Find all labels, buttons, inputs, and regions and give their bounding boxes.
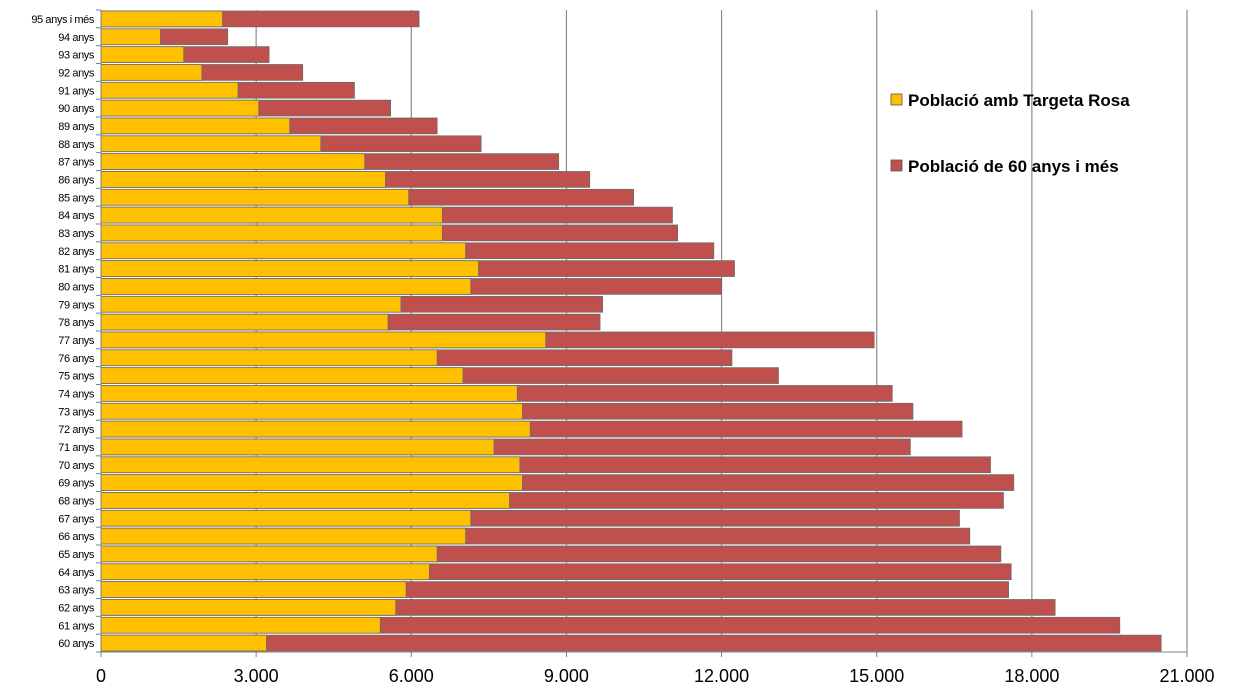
bar-rosa	[100, 206, 443, 224]
bar-rosa	[100, 581, 407, 598]
bar-rosa	[100, 474, 523, 491]
bar-rosa	[100, 64, 203, 81]
y-tick-label: 75 anys	[58, 371, 95, 383]
y-tick-label: 88 anys	[58, 139, 95, 151]
bar-rosa	[100, 81, 239, 99]
bar-rosa	[100, 295, 402, 313]
bar-rosa	[100, 313, 389, 331]
y-tick-label: 76 anys	[58, 353, 95, 365]
bar-rosa	[100, 135, 322, 153]
y-tick-label: 60 anys	[58, 638, 95, 650]
y-tick-label: 84 anys	[58, 210, 95, 222]
y-tick-label: 69 anys	[58, 478, 95, 490]
bar-rosa	[100, 46, 185, 63]
y-tick-label: 81 anys	[58, 264, 95, 276]
x-tick-labels: 0 3.000 6.000 9.000 12.000 15.000 18.000 21.000	[96, 666, 1215, 686]
x-tick-label: 0	[96, 666, 106, 686]
y-tick-label: 68 anys	[58, 495, 95, 507]
axes	[96, 9, 1188, 657]
y-tick-label: 65 anys	[58, 549, 95, 561]
x-tick-label: 9.000	[544, 666, 589, 686]
y-tick-label: 78 anys	[58, 317, 95, 329]
y-tick-label: 64 anys	[58, 567, 95, 579]
y-tick-label: 61 anys	[58, 620, 95, 632]
bar-rosa	[100, 171, 386, 188]
y-tick-label: 72 anys	[58, 424, 95, 436]
y-tick-label: 82 anys	[58, 246, 95, 258]
legend-label-rosa: Població amb Targeta Rosa	[908, 91, 1130, 110]
x-tick-label: 21.000	[1159, 666, 1214, 686]
y-tick-label: 85 anys	[58, 192, 95, 204]
y-tick-label: 91 anys	[58, 85, 95, 97]
y-tick-label: 71 anys	[58, 442, 95, 454]
y-tick-label: 94 anys	[58, 32, 95, 44]
y-tick-label: 70 anys	[58, 460, 95, 472]
bar-rosa	[100, 438, 495, 456]
legend: Població amb Targeta Rosa Població de 60…	[890, 91, 1130, 176]
gridlines	[255, 10, 1188, 652]
x-tick-label: 3.000	[234, 666, 279, 686]
bar-rosa	[100, 545, 438, 563]
y-tick-labels: 60 anys 61 anys 62 anys 63 anys 64 anys 65 an…	[31, 14, 95, 650]
y-tick-label: 62 anys	[58, 602, 95, 614]
bar-rosa	[100, 456, 521, 474]
y-tick-label: 89 anys	[58, 121, 95, 133]
bar-rosa	[100, 28, 161, 46]
y-tick-label: 80 anys	[58, 281, 95, 293]
y-tick-label: 90 anys	[58, 103, 95, 115]
bar-rosa	[100, 10, 223, 28]
x-tick-label: 12.000	[694, 666, 749, 686]
y-tick-label: 83 anys	[58, 228, 95, 240]
bar-rosa	[100, 402, 523, 420]
bar-rosa	[100, 331, 547, 349]
y-tick-label: 79 anys	[58, 299, 95, 311]
x-tick-label: 15.000	[849, 666, 904, 686]
y-tick-label: 93 anys	[58, 50, 95, 62]
legend-label-total: Població de 60 anys i més	[908, 157, 1119, 176]
bar-rosa	[100, 260, 479, 277]
bar-rosa	[100, 385, 518, 402]
bar-rosa	[100, 616, 381, 634]
bar-rosa	[100, 420, 531, 438]
bar-rosa	[100, 634, 267, 652]
legend-swatch-rosa	[890, 93, 903, 106]
bar-rosa	[100, 599, 397, 616]
y-tick-label: 95 anys i més	[31, 14, 95, 26]
bar-rosa	[100, 527, 466, 545]
x-tick-label: 18.000	[1004, 666, 1059, 686]
bar-rosa	[100, 188, 410, 206]
bar-rosa	[100, 509, 472, 527]
bar-rosa	[100, 563, 430, 581]
bar-rosa	[100, 492, 510, 509]
x-tick-label: 6.000	[389, 666, 434, 686]
bar-rosa	[100, 278, 472, 295]
y-tick-label: 63 anys	[58, 585, 95, 597]
bar-rosa	[100, 349, 438, 367]
bar-rosa	[100, 367, 464, 384]
bar-rosa	[100, 117, 291, 135]
y-tick-label: 67 anys	[58, 513, 95, 525]
bar-rosa	[100, 153, 366, 170]
bar-rosa	[100, 242, 466, 260]
bar-rosa	[100, 99, 260, 117]
y-tick-label: 77 anys	[58, 335, 95, 347]
y-tick-label: 74 anys	[58, 388, 95, 400]
y-tick-label: 73 anys	[58, 406, 95, 418]
y-tick-label: 92 anys	[58, 67, 95, 79]
y-tick-label: 86 anys	[58, 174, 95, 186]
y-tick-label: 66 anys	[58, 531, 95, 543]
legend-swatch-total	[890, 159, 903, 172]
y-tick-label: 87 anys	[58, 157, 95, 169]
bar-rosa	[100, 224, 443, 242]
